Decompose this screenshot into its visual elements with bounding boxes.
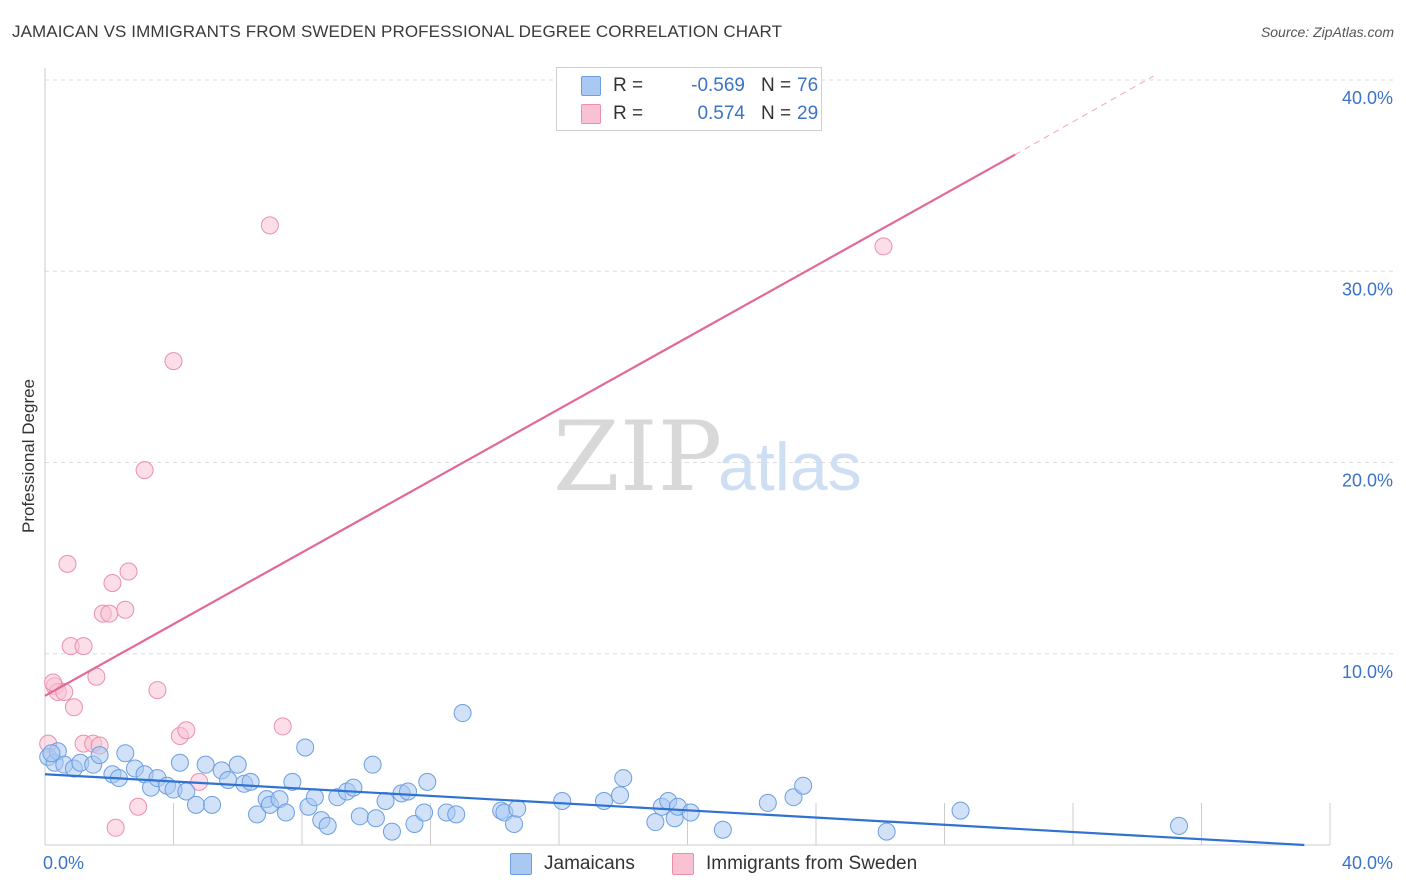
jamaican-point bbox=[276, 803, 295, 822]
y-axis-label: Professional Degree bbox=[19, 379, 38, 533]
jamaican-point bbox=[376, 792, 395, 811]
sweden-trendline bbox=[44, 153, 1016, 697]
sweden-point bbox=[177, 721, 196, 740]
sweden-point bbox=[103, 573, 122, 592]
jamaican-point bbox=[951, 801, 970, 820]
jamaican-point bbox=[447, 805, 466, 824]
tick-labels: 10.0% 20.0% 30.0% 40.0% 0.0% 40.0% bbox=[43, 88, 1393, 873]
watermark: ZIP atlas bbox=[553, 401, 862, 513]
sweden-trendline bbox=[1014, 75, 1154, 156]
jamaican-point bbox=[318, 816, 337, 835]
source-label: Source: ZipAtlas.com bbox=[1260, 24, 1394, 40]
jamaican-point bbox=[283, 772, 302, 791]
trendlines bbox=[44, 75, 1305, 847]
jamaican-point bbox=[366, 809, 385, 828]
jamaican-point bbox=[203, 795, 222, 814]
jamaican-point bbox=[553, 792, 572, 811]
sweden-point bbox=[164, 352, 183, 371]
jamaican-point bbox=[228, 755, 247, 774]
legend-swatch-sweden bbox=[581, 104, 601, 124]
jamaican-point bbox=[170, 753, 189, 772]
sweden-point bbox=[129, 797, 148, 816]
legend-r-value: 0.574 bbox=[697, 103, 745, 124]
legend-swatch-sweden bbox=[672, 853, 694, 875]
jamaican-point bbox=[296, 738, 315, 757]
sweden-point bbox=[135, 461, 154, 480]
sweden-point bbox=[148, 681, 167, 700]
sweden-points bbox=[39, 216, 893, 837]
jamaican-point bbox=[614, 769, 633, 788]
sweden-point bbox=[874, 237, 893, 256]
jamaican-point bbox=[415, 803, 434, 822]
legend-r-label: R = bbox=[613, 75, 644, 96]
jamaican-point bbox=[1170, 816, 1189, 835]
jamaican-point bbox=[248, 805, 267, 824]
jamaican-point bbox=[418, 772, 437, 791]
watermark-atlas: atlas bbox=[718, 429, 862, 505]
legend-r-label: R = bbox=[613, 103, 644, 124]
sweden-point bbox=[116, 600, 135, 619]
jamaican-point bbox=[713, 820, 732, 839]
jamaican-point bbox=[350, 807, 369, 826]
chart-title: JAMAICAN VS IMMIGRANTS FROM SWEDEN PROFE… bbox=[12, 22, 783, 41]
y-tick-label: 10.0% bbox=[1342, 662, 1393, 682]
jamaican-point bbox=[877, 822, 896, 841]
jamaican-point bbox=[196, 755, 215, 774]
x-tick-label: 40.0% bbox=[1342, 853, 1393, 873]
jamaican-point bbox=[505, 814, 524, 833]
correlation-legend: R = -0.569 N = 76 R = 0.574 N = 29 bbox=[556, 67, 822, 131]
jamaican-point bbox=[405, 814, 424, 833]
gridlines bbox=[45, 79, 1395, 655]
legend-swatch-jamaicans bbox=[581, 76, 601, 96]
x-tick-label: 0.0% bbox=[43, 853, 84, 873]
jamaican-point bbox=[508, 799, 527, 818]
jamaican-point bbox=[758, 793, 777, 812]
sweden-point bbox=[273, 717, 292, 736]
jamaican-trendline bbox=[44, 773, 1305, 847]
jamaican-point bbox=[646, 813, 665, 832]
legend-n-value: 76 bbox=[797, 75, 819, 96]
legend-item-jamaicans[interactable]: Jamaicans bbox=[510, 852, 635, 876]
jamaican-point bbox=[681, 803, 700, 822]
jamaican-point bbox=[186, 795, 205, 814]
jamaican-points bbox=[39, 704, 1189, 841]
y-tick-label: 20.0% bbox=[1342, 471, 1393, 491]
sweden-point bbox=[119, 562, 138, 581]
legend-label-sweden: Immigrants from Sweden bbox=[706, 853, 918, 874]
jamaican-point bbox=[116, 744, 135, 763]
sweden-point bbox=[64, 698, 83, 717]
watermark-zip: ZIP bbox=[553, 401, 722, 513]
sweden-point bbox=[74, 637, 93, 656]
jamaican-point bbox=[399, 782, 418, 801]
jamaican-point bbox=[382, 822, 401, 841]
legend-item-sweden[interactable]: Immigrants from Sweden bbox=[672, 852, 917, 876]
legend-swatch-jamaicans bbox=[510, 853, 532, 875]
jamaican-point bbox=[344, 778, 363, 797]
legend-n-value: 29 bbox=[797, 103, 819, 124]
jamaican-point bbox=[794, 776, 813, 795]
jamaican-point bbox=[305, 788, 324, 807]
legend-label-jamaicans: Jamaicans bbox=[544, 853, 635, 874]
sweden-point bbox=[58, 554, 77, 573]
sweden-point bbox=[260, 216, 279, 235]
jamaican-point bbox=[453, 704, 472, 723]
jamaican-point bbox=[42, 744, 61, 763]
legend-n-label: N = bbox=[761, 75, 792, 96]
jamaican-point bbox=[241, 772, 260, 791]
y-tick-label: 30.0% bbox=[1342, 279, 1393, 299]
sweden-point bbox=[100, 604, 119, 623]
sweden-point bbox=[106, 818, 125, 837]
jamaican-point bbox=[784, 788, 803, 807]
legend-r-value: -0.569 bbox=[691, 75, 745, 96]
jamaican-point bbox=[90, 746, 109, 765]
legend-n-label: N = bbox=[761, 103, 792, 124]
jamaican-point bbox=[611, 786, 630, 805]
jamaican-point bbox=[363, 755, 382, 774]
y-tick-label: 40.0% bbox=[1342, 88, 1393, 108]
